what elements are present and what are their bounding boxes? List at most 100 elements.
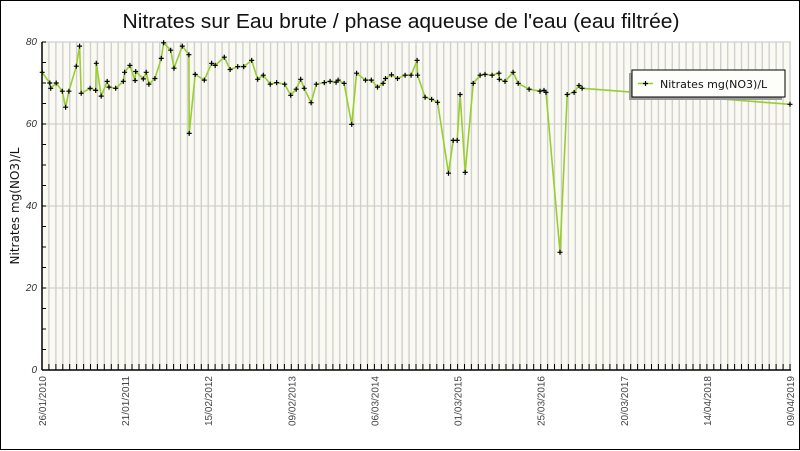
- data-point-plus-icon: [502, 78, 508, 84]
- data-point-plus-icon: [122, 69, 128, 75]
- legend-marker-plus-icon: [643, 81, 648, 86]
- data-point-plus-icon: [133, 69, 139, 74]
- data-point-plus-icon: [241, 64, 247, 70]
- legend-entry-nitrates: Nitrates mg(NO3)/L: [660, 78, 768, 91]
- data-point-plus-icon: [140, 76, 146, 82]
- data-point-plus-icon: [395, 76, 400, 81]
- data-point-plus-icon: [288, 92, 294, 98]
- data-point-plus-icon: [267, 81, 273, 87]
- legend-box: [631, 69, 786, 98]
- data-point-plus-icon: [209, 60, 215, 66]
- data-point-plus-icon: [77, 43, 83, 49]
- y-tick-label: 20: [25, 283, 38, 294]
- data-point-plus-icon: [73, 63, 79, 69]
- data-point-plus-icon: [557, 249, 563, 255]
- data-point-plus-icon: [293, 86, 299, 92]
- data-point-plus-icon: [313, 81, 319, 87]
- data-point-plus-icon: [152, 76, 158, 81]
- y-axis-label: Nitrates mg(NO3)/L: [8, 147, 22, 264]
- data-point-plus-icon: [454, 137, 460, 143]
- data-point-plus-icon: [106, 84, 112, 90]
- data-point-plus-icon: [201, 77, 207, 83]
- x-tick-label: 14/04/2018: [703, 376, 714, 426]
- data-point-plus-icon: [389, 72, 394, 78]
- data-point-plus-icon: [179, 43, 185, 49]
- data-point-plus-icon: [368, 77, 374, 83]
- data-point-plus-icon: [87, 85, 93, 91]
- data-point-plus-icon: [571, 89, 577, 95]
- data-point-plus-icon: [260, 72, 266, 78]
- data-point-plus-icon: [274, 80, 280, 86]
- data-point-plus-icon: [415, 72, 421, 78]
- data-point-plus-icon: [298, 76, 304, 82]
- data-point-plus-icon: [132, 78, 138, 83]
- data-point-plus-icon: [98, 93, 104, 99]
- data-point-plus-icon: [78, 90, 84, 96]
- legend: Nitrates mg(NO3)/L: [629, 69, 786, 100]
- data-point-plus-icon: [515, 80, 521, 86]
- data-point-plus-icon: [414, 57, 420, 63]
- data-point-plus-icon: [526, 86, 532, 92]
- data-point-plus-icon: [496, 70, 502, 76]
- data-point-plus-icon: [537, 88, 543, 94]
- data-point-plus-icon: [576, 83, 582, 88]
- data-point-plus-icon: [308, 100, 314, 106]
- data-point-plus-icon: [47, 80, 53, 86]
- x-axis-ticks: 26/01/2010 21/01/2011 15/02/2012 09/02/2013…: [38, 364, 797, 426]
- data-point-plus-icon: [93, 87, 99, 93]
- y-tick-label: 60: [26, 119, 38, 130]
- data-point-plus-icon: [787, 101, 793, 107]
- data-point-plus-icon: [422, 94, 428, 100]
- y-tick-label: 80: [26, 37, 38, 48]
- data-point-plus-icon: [579, 85, 585, 91]
- data-point-plus-icon: [408, 72, 414, 78]
- data-point-plus-icon: [477, 72, 483, 78]
- data-point-plus-icon: [143, 69, 149, 75]
- data-point-plus-icon: [489, 72, 495, 78]
- data-point-plus-icon: [93, 60, 99, 66]
- data-point-plus-icon: [235, 64, 241, 70]
- data-point-plus-icon: [192, 71, 198, 77]
- data-point-plus-icon: [327, 78, 333, 84]
- data-point-plus-icon: [543, 89, 549, 95]
- data-point-plus-icon: [63, 104, 69, 110]
- data-point-plus-icon: [161, 40, 167, 46]
- x-tick-label: 06/03/2014: [370, 376, 381, 426]
- data-point-plus-icon: [383, 76, 388, 81]
- data-point-plus-icon: [482, 71, 488, 77]
- data-point-plus-icon: [113, 85, 119, 91]
- data-point-plus-icon: [212, 62, 218, 68]
- data-point-plus-icon: [127, 62, 133, 68]
- data-point-plus-icon: [349, 121, 355, 127]
- data-point-plus-icon: [255, 76, 261, 82]
- data-point-plus-icon: [221, 54, 227, 60]
- y-axis-ticks: 0 20 40 60 80: [25, 37, 46, 376]
- data-point-plus-icon: [158, 55, 164, 61]
- data-point-plus-icon: [335, 77, 341, 83]
- x-tick-label: 09/02/2013: [287, 376, 298, 426]
- x-tick-label: 21/01/2011: [121, 376, 132, 426]
- data-point-plus-icon: [186, 130, 192, 136]
- x-tick-label: 25/03/2016: [537, 376, 548, 426]
- y-tick-label: 0: [31, 365, 37, 376]
- data-point-plus-icon: [66, 88, 72, 94]
- data-point-plus-icon: [435, 99, 441, 105]
- series-nitrates: [39, 40, 793, 255]
- data-point-plus-icon: [457, 92, 463, 97]
- data-point-plus-icon: [53, 80, 59, 86]
- data-point-plus-icon: [59, 88, 65, 94]
- x-tick-label: 20/03/2017: [620, 376, 631, 426]
- data-point-plus-icon: [227, 67, 233, 72]
- data-point-plus-icon: [462, 169, 468, 175]
- data-point-plus-icon: [446, 170, 451, 176]
- data-point-plus-icon: [363, 77, 368, 83]
- data-point-plus-icon: [564, 92, 570, 97]
- data-point-plus-icon: [186, 52, 192, 58]
- data-point-plus-icon: [249, 57, 255, 63]
- data-point-plus-icon: [104, 78, 110, 84]
- data-point-plus-icon: [146, 81, 152, 87]
- x-tick-label: 26/01/2010: [38, 376, 49, 426]
- data-point-plus-icon: [402, 72, 408, 78]
